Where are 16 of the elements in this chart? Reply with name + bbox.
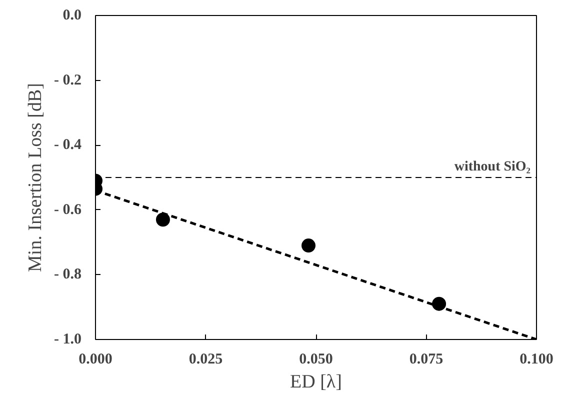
y-tick-label: - 0.4 bbox=[54, 137, 82, 154]
x-tick-label: 0.000 bbox=[78, 352, 112, 368]
x-tick-label: 0.100 bbox=[520, 352, 554, 368]
point bbox=[302, 238, 316, 253]
x-tick-label: 0.050 bbox=[299, 352, 333, 368]
y-tick-label: - 0.6 bbox=[54, 202, 82, 218]
y-tick-label: 0.0 bbox=[62, 8, 82, 24]
x-tick-label: 0.025 bbox=[188, 352, 223, 368]
x-tick-label: 0.075 bbox=[409, 352, 444, 368]
ref-line-label: without SiO₂ bbox=[454, 160, 531, 174]
point bbox=[432, 296, 446, 311]
x-axis-title: ED [λ] bbox=[290, 372, 342, 392]
y-tick-label: - 0.2 bbox=[54, 72, 82, 88]
y-tick-label: - 0.8 bbox=[54, 266, 82, 283]
y-tick-label: - 1.0 bbox=[54, 332, 82, 348]
y-axis-title: Min. Insertion Loss [dB] bbox=[25, 83, 46, 272]
